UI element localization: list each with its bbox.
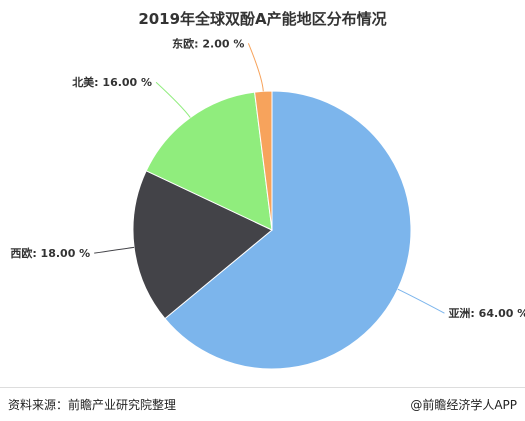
leader-line-1 xyxy=(397,288,445,314)
source-note: 资料来源：前瞻产业研究院整理 xyxy=(8,398,177,412)
pie-slice-4 xyxy=(254,90,273,231)
pie-slice-1 xyxy=(164,90,412,370)
pie-chart: 亚洲: 64.00 % 西欧: 18.00 % 北美: 16.00 % 东欧: 2.0… xyxy=(10,36,525,370)
chart-title: 2019年全球双酚A产能地区分布情况 xyxy=(138,10,387,28)
pie-slice-3 xyxy=(145,91,273,231)
slice-label-2: 西欧: 18.00 % xyxy=(10,246,90,260)
slice-label-3: 北美: 16.00 % xyxy=(72,75,152,89)
brand-credit: @前瞻经济学人APP xyxy=(410,398,517,412)
leader-line-2 xyxy=(94,246,135,254)
slice-label-4: 东欧: 2.00 % xyxy=(172,36,244,50)
leader-line-4 xyxy=(247,43,264,92)
footer: 资料来源：前瞻产业研究院整理 @前瞻经济学人APP xyxy=(0,387,525,421)
leader-line-3 xyxy=(155,81,191,118)
pie-slice-2 xyxy=(132,170,273,320)
slice-label-1: 亚洲: 64.00 % xyxy=(448,307,525,320)
